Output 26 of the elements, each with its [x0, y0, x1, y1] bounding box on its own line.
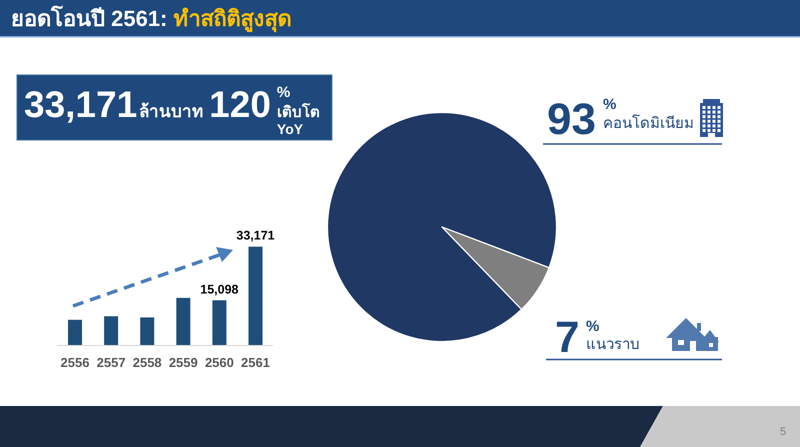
text: เติบโต [276, 102, 320, 121]
text: ล้านบาท [139, 102, 204, 121]
bar [212, 300, 226, 345]
text: ยอดโอนปี 2561: [11, 5, 168, 31]
bar [68, 320, 82, 345]
bar [104, 316, 118, 345]
data-label: 33,171 [236, 228, 275, 243]
bar [176, 298, 190, 345]
bar [140, 317, 154, 345]
bar [248, 246, 262, 345]
x-tick-label: 2559 [168, 355, 198, 370]
text: YoY [276, 121, 304, 137]
slice-label: คอนโดมิเนียม [603, 114, 694, 132]
x-tick-label: 2556 [60, 355, 90, 370]
pie-slice [441, 226, 550, 310]
text: 120 [209, 84, 271, 125]
slice-label: แนวราบ [586, 336, 640, 353]
data-label: 15,098 [200, 282, 239, 296]
x-tick-label: 2558 [132, 355, 162, 370]
text: 33,171 [24, 84, 138, 125]
text: 5 [780, 426, 786, 438]
x-tick-label: 2561 [241, 355, 270, 370]
x-tick-label: 2557 [96, 355, 126, 370]
text: % [276, 84, 290, 101]
x-tick-label: 2560 [204, 355, 234, 370]
text: ทำสถิติสูงสุด [173, 6, 292, 33]
